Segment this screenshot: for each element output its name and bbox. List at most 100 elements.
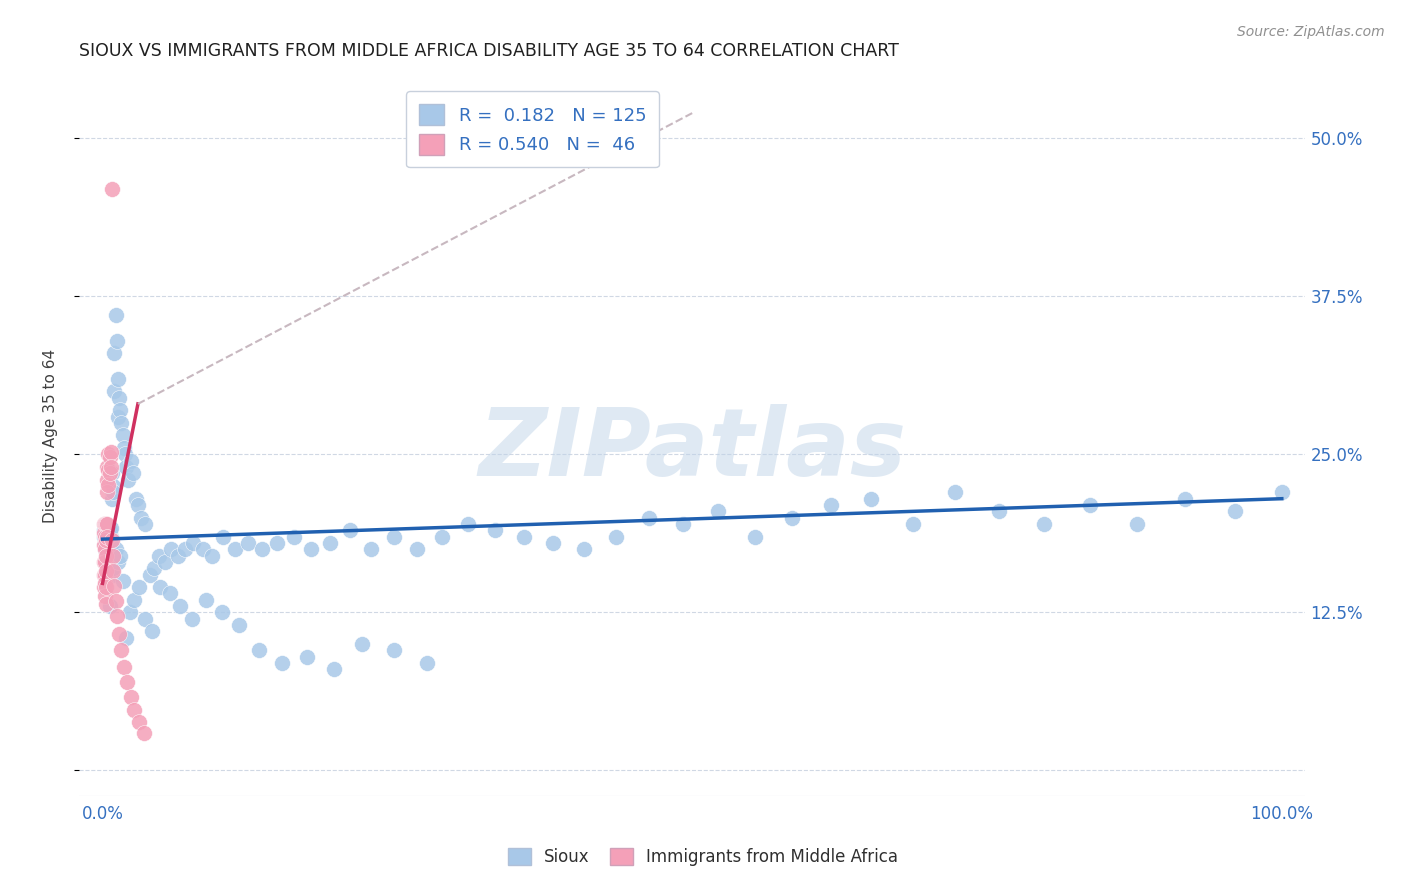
Text: Source: ZipAtlas.com: Source: ZipAtlas.com xyxy=(1237,25,1385,39)
Point xyxy=(103,579,125,593)
Point xyxy=(96,530,118,544)
Point xyxy=(541,536,564,550)
Point xyxy=(93,523,115,537)
Point xyxy=(319,536,342,550)
Point xyxy=(101,564,124,578)
Point xyxy=(299,542,322,557)
Point xyxy=(605,530,627,544)
Point xyxy=(134,612,156,626)
Point xyxy=(181,612,204,626)
Point xyxy=(111,428,134,442)
Point xyxy=(114,447,136,461)
Point xyxy=(104,309,127,323)
Point xyxy=(1271,485,1294,500)
Point xyxy=(183,536,205,550)
Point xyxy=(94,523,117,537)
Point xyxy=(110,403,132,417)
Point xyxy=(94,533,117,548)
Point xyxy=(1174,491,1197,506)
Point xyxy=(124,703,146,717)
Y-axis label: Disability Age 35 to 64: Disability Age 35 to 64 xyxy=(44,349,58,523)
Point xyxy=(1223,504,1246,518)
Point xyxy=(148,549,170,563)
Point xyxy=(96,525,118,540)
Point xyxy=(228,618,250,632)
Point xyxy=(94,580,117,594)
Point xyxy=(224,542,246,557)
Point xyxy=(94,533,117,548)
Point xyxy=(94,555,117,569)
Point xyxy=(108,627,131,641)
Point xyxy=(987,504,1010,518)
Point xyxy=(96,536,118,550)
Point xyxy=(295,649,318,664)
Point xyxy=(96,539,118,553)
Point xyxy=(128,580,150,594)
Point xyxy=(93,580,115,594)
Text: ZIPatlas: ZIPatlas xyxy=(478,404,907,496)
Point xyxy=(98,533,121,548)
Point xyxy=(512,530,534,544)
Point xyxy=(112,441,135,455)
Point xyxy=(572,542,595,557)
Point xyxy=(122,467,145,481)
Point xyxy=(94,539,117,553)
Point xyxy=(97,521,120,535)
Point xyxy=(97,447,120,461)
Point xyxy=(195,592,218,607)
Point xyxy=(111,574,134,588)
Point xyxy=(105,609,128,624)
Point xyxy=(782,510,804,524)
Point xyxy=(94,525,117,540)
Point xyxy=(143,561,166,575)
Point xyxy=(94,549,117,563)
Point xyxy=(744,530,766,544)
Point xyxy=(96,460,118,475)
Point xyxy=(820,498,842,512)
Point xyxy=(100,542,122,557)
Point xyxy=(382,530,405,544)
Point xyxy=(132,725,155,739)
Point xyxy=(94,542,117,557)
Point xyxy=(101,182,124,196)
Point xyxy=(100,445,122,459)
Point xyxy=(322,662,344,676)
Point xyxy=(101,561,124,575)
Point xyxy=(211,530,233,544)
Point xyxy=(100,555,122,569)
Point xyxy=(107,409,129,424)
Point xyxy=(101,567,124,582)
Point xyxy=(97,542,120,557)
Point xyxy=(96,485,118,500)
Point xyxy=(96,533,118,548)
Point xyxy=(110,643,132,657)
Point xyxy=(96,473,118,487)
Point xyxy=(98,539,121,553)
Point xyxy=(191,542,214,557)
Point xyxy=(104,542,127,557)
Point xyxy=(107,555,129,569)
Point xyxy=(93,539,115,553)
Point xyxy=(707,504,730,518)
Point xyxy=(98,599,121,614)
Point xyxy=(94,530,117,544)
Point xyxy=(94,576,117,591)
Point xyxy=(94,597,117,611)
Point xyxy=(149,580,172,594)
Point xyxy=(127,498,149,512)
Point xyxy=(110,549,132,563)
Point xyxy=(1126,516,1149,531)
Point xyxy=(100,521,122,535)
Point xyxy=(270,656,292,670)
Point xyxy=(141,624,163,639)
Point xyxy=(97,525,120,540)
Point xyxy=(860,491,883,506)
Point xyxy=(117,675,139,690)
Legend: Sioux, Immigrants from Middle Africa: Sioux, Immigrants from Middle Africa xyxy=(501,841,905,873)
Point xyxy=(283,530,305,544)
Point xyxy=(406,542,429,557)
Point xyxy=(1078,498,1101,512)
Point xyxy=(247,643,270,657)
Point xyxy=(94,564,117,578)
Point xyxy=(167,549,190,563)
